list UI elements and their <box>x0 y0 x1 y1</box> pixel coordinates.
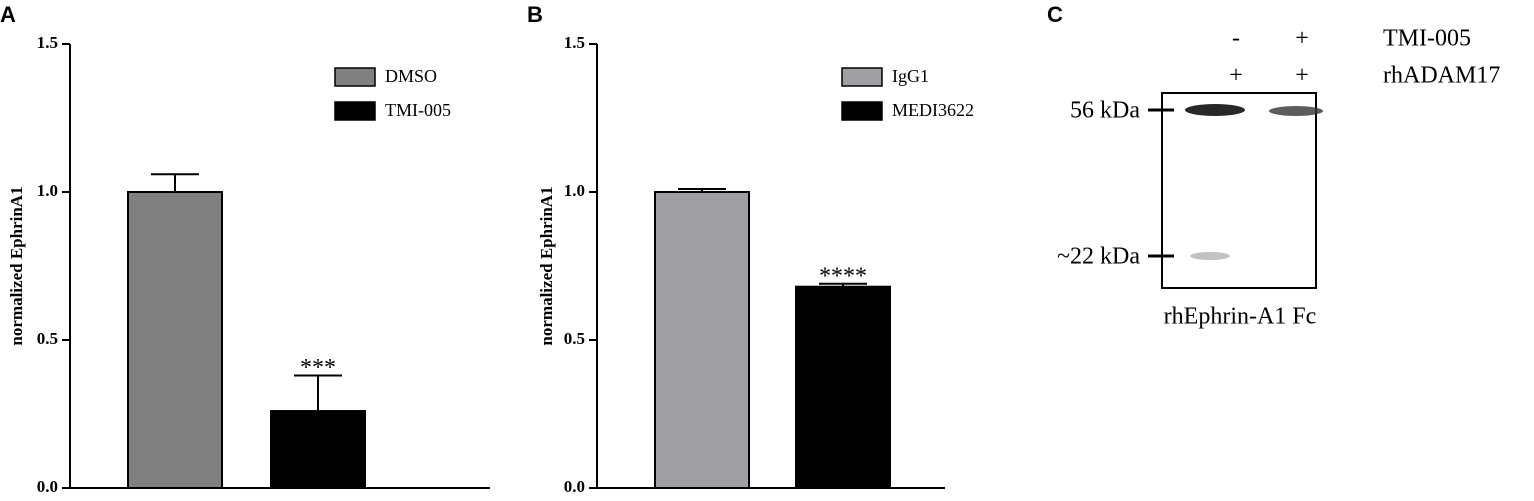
legend-label: IgG1 <box>892 66 929 86</box>
legend-swatch <box>841 101 883 121</box>
y-axis-label: normalized EphrinA1 <box>7 186 26 345</box>
lane-sign: + <box>1295 63 1309 89</box>
y-tick-label: 1.5 <box>564 33 585 52</box>
panel-letter: B <box>527 2 543 27</box>
blot-frame <box>1161 92 1317 289</box>
y-tick-label: 1.5 <box>37 33 58 52</box>
bar <box>654 191 750 489</box>
marker-label: 56 kDa <box>1070 98 1140 124</box>
band <box>1185 104 1245 116</box>
lane-sign: - <box>1232 26 1240 52</box>
blot-panel: - + TMI-005 + + rhADAM17 56 kDa ~22 kDa … <box>1057 26 1500 330</box>
y-axis-label: normalized EphrinA1 <box>537 186 556 345</box>
condition-name: TMI-005 <box>1383 26 1471 52</box>
lane-sign: + <box>1229 63 1243 89</box>
bar <box>795 285 891 489</box>
band <box>1190 252 1230 260</box>
marker-label: ~22 kDa <box>1057 244 1140 270</box>
band <box>1269 106 1323 116</box>
legend-label: DMSO <box>385 66 437 86</box>
legend-swatch <box>334 67 376 87</box>
bar <box>127 191 223 489</box>
condition-name: rhADAM17 <box>1383 63 1500 89</box>
y-tick-label: 0.5 <box>37 329 58 348</box>
significance: **** <box>819 263 867 289</box>
y-tick-label: 0.5 <box>564 329 585 348</box>
legend-swatch <box>841 67 883 87</box>
significance: *** <box>300 355 336 381</box>
y-tick-label: 0.0 <box>564 477 585 496</box>
lane-sign: + <box>1295 26 1309 52</box>
y-tick-label: 1.0 <box>564 181 585 200</box>
y-tick-label: 1.0 <box>37 181 58 200</box>
legend-label: MEDI3622 <box>892 100 974 120</box>
blot-label: rhEphrin-A1 Fc <box>1164 304 1317 330</box>
legend-swatch <box>334 101 376 121</box>
bar <box>270 410 366 490</box>
y-tick-label: 0.0 <box>37 477 58 496</box>
legend-label: TMI-005 <box>385 100 451 120</box>
panel-letter: C <box>1047 2 1063 27</box>
panel-letter: A <box>0 2 16 27</box>
